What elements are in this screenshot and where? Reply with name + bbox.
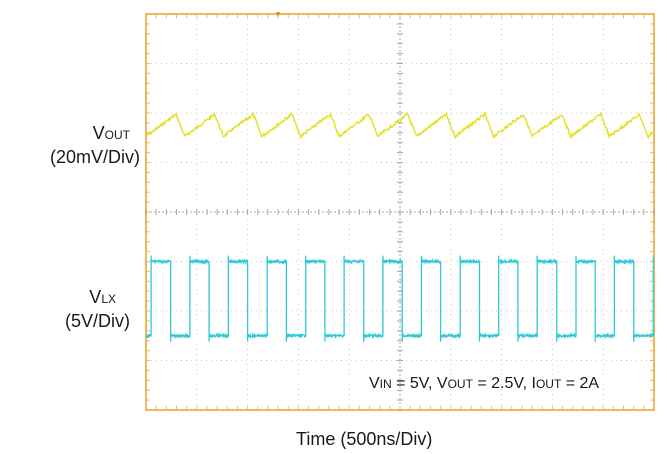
vout-trace <box>145 110 655 140</box>
scope-grid <box>145 12 655 411</box>
vout-scale-label: (20mV/Div) <box>49 147 140 167</box>
scope-traces <box>145 110 655 342</box>
vout-label: VOUT <box>92 123 130 143</box>
trigger-marker <box>276 12 280 17</box>
vlx-trace <box>145 255 655 342</box>
test-conditions: VIN = 5V, VOUT = 2.5V, IOUT = 2A <box>369 375 600 392</box>
vlx-scale-label: (5V/Div) <box>64 311 130 331</box>
vlx-label: VLX <box>89 287 116 307</box>
x-axis-label: Time (500ns/Div) <box>296 429 433 449</box>
